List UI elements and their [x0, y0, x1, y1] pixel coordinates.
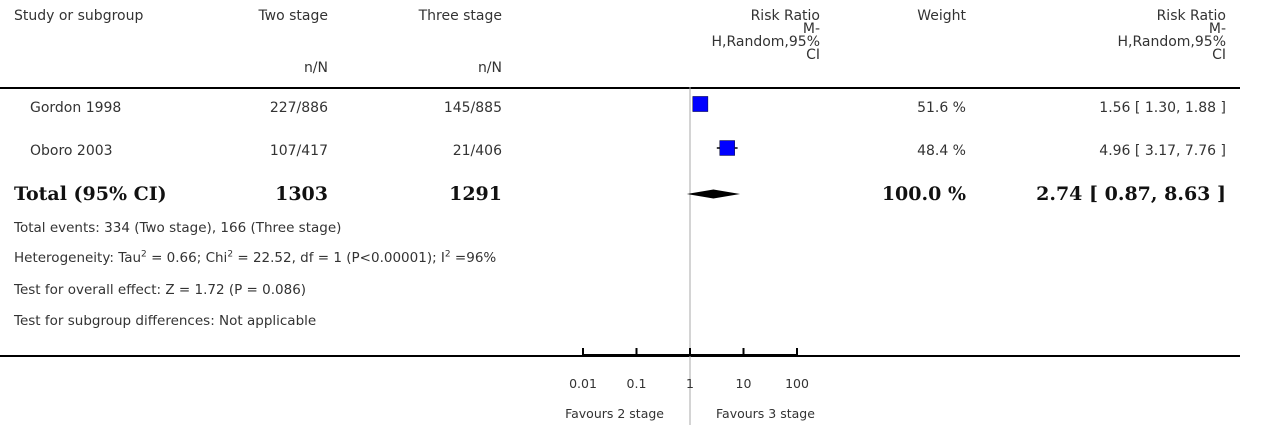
- study-ci: 1.56 [ 1.30, 1.88 ]: [1099, 100, 1226, 116]
- favours-left-label: Favours 2 stage: [565, 406, 664, 421]
- total-group2: 1291: [449, 183, 502, 205]
- study-group1-events: 107/417: [269, 143, 328, 159]
- header-ci-line1: Risk Ratio: [1156, 8, 1226, 24]
- heterogeneity-part-b: = 0.66; Chi: [146, 250, 228, 266]
- subgroup-note: Test for subgroup differences: Not appli…: [14, 313, 317, 329]
- header-effect-line4: CI: [806, 47, 820, 63]
- total-events-note: Total events: 334 (Two stage), 166 (Thre…: [14, 220, 342, 236]
- total-weight: 100.0 %: [881, 183, 966, 205]
- x-tick-label: 0.01: [569, 376, 597, 391]
- heterogeneity-part-a: Heterogeneity: Tau: [14, 250, 142, 266]
- study-point-box: [692, 96, 709, 112]
- study-weight: 48.4 %: [917, 143, 966, 159]
- total-ci: 2.74 [ 0.87, 8.63 ]: [1036, 183, 1226, 205]
- study-name: Gordon 1998: [30, 100, 122, 116]
- x-tick-label: 1: [686, 376, 694, 391]
- header-rule: [0, 87, 1240, 89]
- header-effect-line1: Risk Ratio: [750, 8, 820, 24]
- heterogeneity-part-d: =96%: [450, 250, 497, 266]
- x-tick-label: 10: [736, 376, 752, 391]
- study-group1-events: 227/886: [269, 100, 328, 116]
- total-group1: 1303: [275, 183, 328, 205]
- header-effect-line3: H,Random,95%: [711, 34, 820, 50]
- header-ci-line4: CI: [1212, 47, 1226, 63]
- study-point-box: [719, 140, 735, 156]
- overall-effect-note: Test for overall effect: Z = 1.72 (P = 0…: [14, 282, 307, 298]
- heterogeneity-note: Heterogeneity: Tau2 = 0.66; Chi2 = 22.52…: [14, 250, 496, 266]
- header-group1-sub: n/N: [303, 60, 328, 76]
- study-weight: 51.6 %: [917, 100, 966, 116]
- x-tick-label: 100: [785, 376, 809, 391]
- header-group1: Two stage: [258, 8, 328, 24]
- study-group2-events: 145/885: [443, 100, 502, 116]
- total-label: Total (95% CI): [14, 183, 167, 205]
- header-study: Study or subgroup: [14, 8, 144, 24]
- header-ci-line3: H,Random,95%: [1117, 34, 1226, 50]
- header-group2: Three stage: [418, 8, 502, 24]
- header-ci-line2: M-: [1208, 21, 1226, 37]
- superscript-2: 2: [444, 249, 451, 260]
- study-group2-events: 21/406: [452, 143, 502, 159]
- header-weight: Weight: [917, 8, 966, 24]
- pooled-diamond: [686, 189, 741, 199]
- study-name: Oboro 2003: [30, 143, 113, 159]
- x-tick-label: 0.1: [627, 376, 647, 391]
- favours-right-label: Favours 3 stage: [716, 406, 815, 421]
- superscript-2: 2: [227, 249, 234, 260]
- header-group2-sub: n/N: [477, 60, 502, 76]
- study-ci: 4.96 [ 3.17, 7.76 ]: [1099, 143, 1226, 159]
- heterogeneity-part-c: = 22.52, df = 1 (P<0.00001); I: [233, 250, 445, 266]
- header-effect-line2: M-: [802, 21, 820, 37]
- superscript-2: 2: [141, 249, 147, 260]
